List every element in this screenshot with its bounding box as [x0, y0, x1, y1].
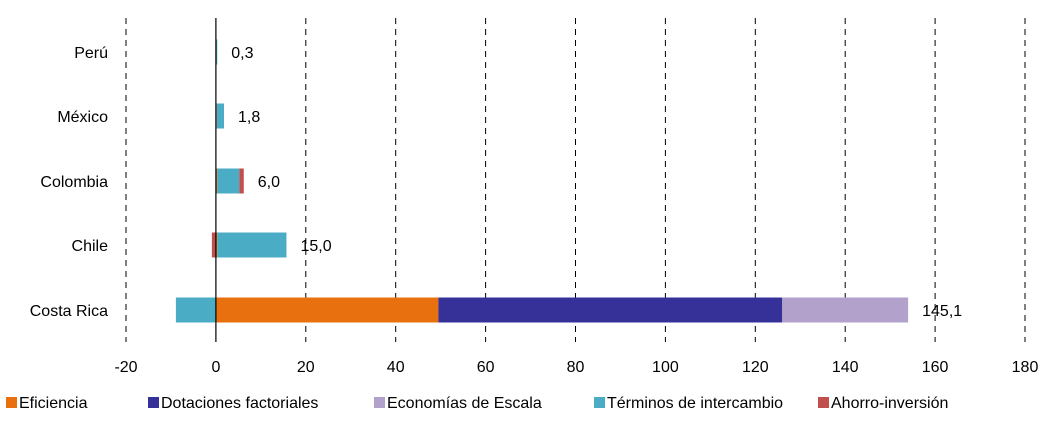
legend-label: Economías de Escala: [387, 395, 542, 412]
data-label: 15,0: [300, 238, 331, 255]
category-label: Perú: [74, 45, 108, 62]
bar-segment: [215, 39, 218, 65]
bar-segment: [216, 103, 224, 129]
grid: [125, 18, 1026, 342]
legend-swatch: [148, 397, 159, 408]
x-tick-label: 40: [387, 359, 405, 376]
x-tick-label: 0: [211, 359, 220, 376]
x-tick-label: 160: [922, 359, 949, 376]
bar-segment: [239, 168, 244, 194]
x-tick-label: 120: [742, 359, 769, 376]
x-tick-label: -20: [114, 359, 137, 376]
bar-segment: [438, 297, 783, 323]
category-label: México: [57, 109, 108, 126]
legend-swatch: [818, 397, 829, 408]
x-tick-label: 80: [567, 359, 585, 376]
legend-label: Eficiencia: [19, 395, 88, 412]
data-label: 6,0: [258, 174, 280, 191]
legend-label: Ahorro-inversión: [831, 395, 948, 412]
bar-segment: [782, 297, 909, 323]
x-tick-label: 100: [652, 359, 679, 376]
category-label: Chile: [72, 238, 109, 255]
legend: Eficiencia Dotaciones factoriales Economía…: [6, 395, 948, 412]
category-label: Colombia: [40, 174, 108, 191]
labels: -20 0 20 40 60 80 100 120 140 160 180 Perú 0,3 México…: [30, 45, 1039, 376]
data-label: 0,3: [231, 45, 253, 62]
legend-swatch: [374, 397, 385, 408]
legend-label: Dotaciones factoriales: [161, 395, 318, 412]
bar-segment: [215, 168, 218, 194]
bar-segment: [215, 297, 439, 323]
legend-swatch: [594, 397, 605, 408]
bar-segment: [217, 232, 287, 258]
x-tick-label: 20: [297, 359, 315, 376]
bar-segment: [217, 168, 240, 194]
bars: [175, 39, 909, 323]
bar-segment: [211, 232, 216, 258]
bar-segment: [175, 297, 216, 323]
data-label: 145,1: [922, 303, 962, 320]
data-label: 1,8: [238, 109, 260, 126]
category-label: Costa Rica: [30, 303, 108, 320]
legend-swatch: [6, 397, 17, 408]
legend-label: Términos de intercambio: [607, 395, 783, 412]
x-tick-label: 60: [477, 359, 495, 376]
x-tick-label: 140: [832, 359, 859, 376]
bar-segment: [215, 232, 218, 258]
x-tick-label: 180: [1012, 359, 1039, 376]
